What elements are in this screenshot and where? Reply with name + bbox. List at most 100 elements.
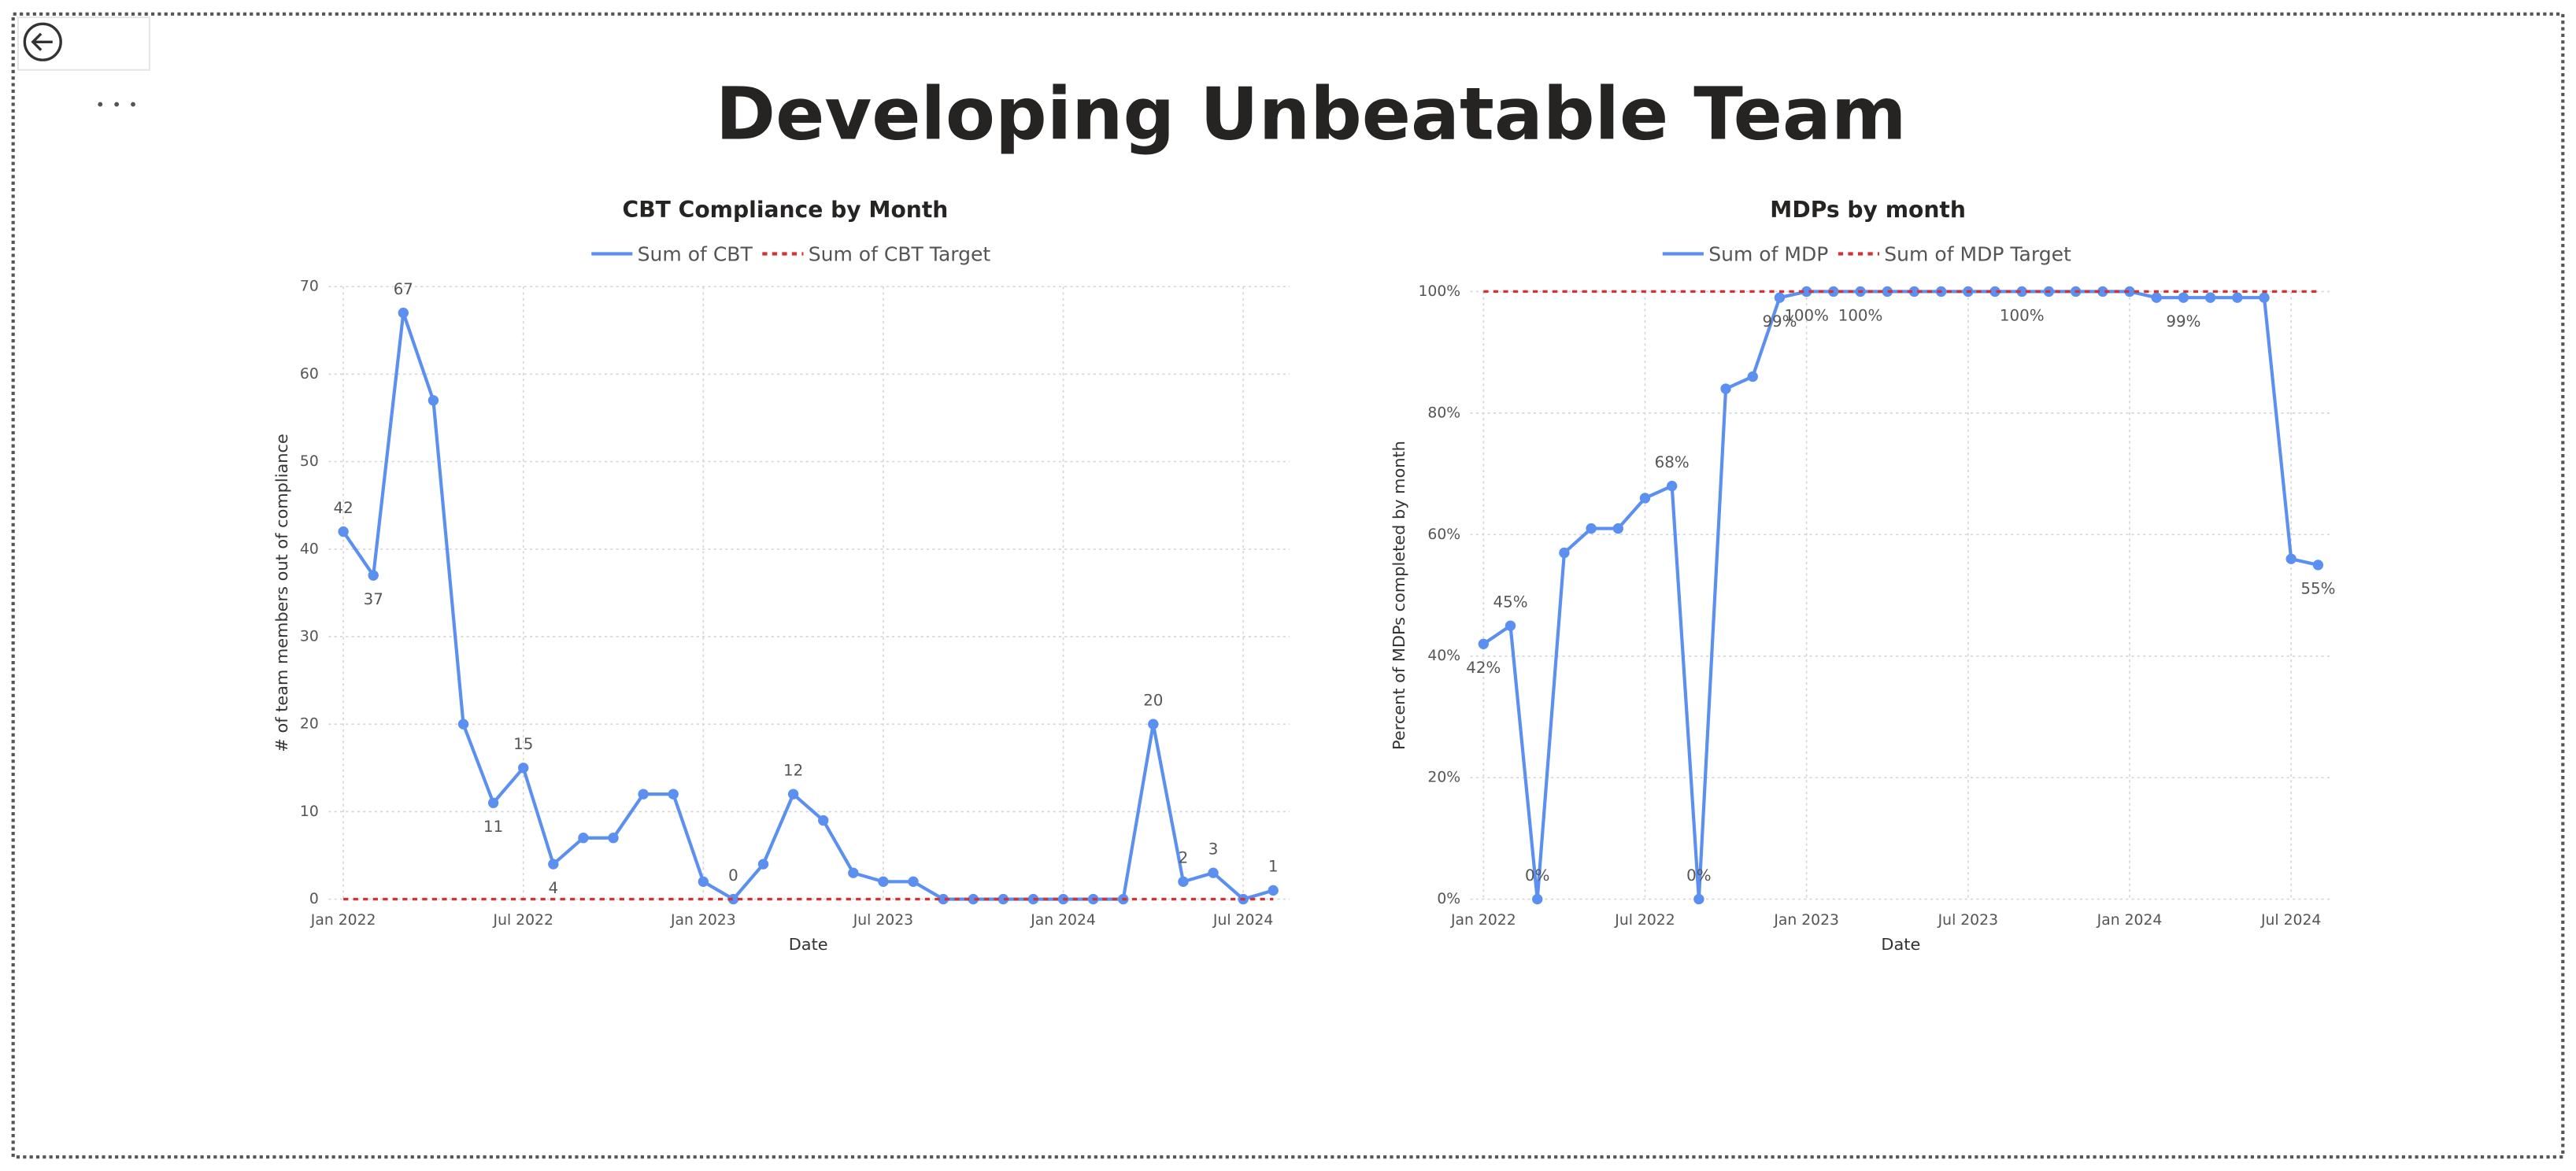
back-button[interactable] xyxy=(23,22,62,61)
data-point xyxy=(578,833,589,844)
data-point xyxy=(1208,867,1219,878)
data-point xyxy=(787,789,799,800)
data-point xyxy=(968,893,979,905)
data-point xyxy=(1148,718,1159,730)
y-tick-label: 20 xyxy=(300,716,319,733)
dot xyxy=(98,102,103,107)
data-label: 1 xyxy=(1268,858,1279,876)
data-label: 3 xyxy=(1208,840,1219,858)
data-point xyxy=(1639,493,1651,504)
data-point xyxy=(2178,292,2189,303)
data-point xyxy=(608,833,619,844)
data-label: 99% xyxy=(1762,312,1797,331)
data-label: 0% xyxy=(1525,866,1549,885)
data-point xyxy=(2312,560,2324,571)
series-line xyxy=(1482,290,2319,899)
y-tick-label: 100% xyxy=(1418,283,1460,300)
data-point xyxy=(1505,620,1516,631)
data-point xyxy=(1747,371,1758,382)
x-tick-label: Jan 2024 xyxy=(1030,912,1096,929)
chart-title: MDPs by month xyxy=(1770,197,1966,223)
data-point xyxy=(638,789,649,800)
data-point xyxy=(1027,893,1039,905)
data-label: 42 xyxy=(334,499,353,517)
data-point xyxy=(368,570,379,581)
legend-label: Sum of MDP Target xyxy=(1884,243,2071,266)
data-label: 67 xyxy=(394,280,413,298)
data-point xyxy=(2259,292,2270,303)
back-arrow xyxy=(31,32,53,51)
data-point xyxy=(427,395,439,406)
data-point xyxy=(518,763,529,774)
data-point xyxy=(1532,893,1543,905)
data-point xyxy=(848,867,859,878)
data-point xyxy=(1828,286,1839,297)
data-label: 0 xyxy=(728,866,738,885)
data-point xyxy=(727,893,739,905)
data-label: 68% xyxy=(1655,453,1690,471)
x-tick-label: Jul 2023 xyxy=(1938,912,1998,929)
data-label: 2 xyxy=(1179,849,1189,867)
data-point xyxy=(2204,292,2216,303)
x-tick-label: Jul 2023 xyxy=(853,912,913,929)
data-label: 0% xyxy=(1686,866,1711,885)
data-point xyxy=(1989,286,2000,297)
data-label: 37 xyxy=(364,590,383,608)
data-point xyxy=(818,815,829,826)
data-point xyxy=(457,718,469,730)
y-axis-title: # of team members out of compliance xyxy=(272,434,291,752)
data-label: 100% xyxy=(2000,306,2045,324)
page-border xyxy=(11,12,2565,1159)
data-point xyxy=(2232,292,2243,303)
data-point xyxy=(338,526,349,537)
x-tick-label: Jul 2022 xyxy=(1614,912,1675,929)
y-tick-label: 70 xyxy=(300,279,319,295)
dot xyxy=(131,102,135,107)
data-label: 4 xyxy=(549,879,559,897)
data-label: 20 xyxy=(1143,691,1163,709)
data-point xyxy=(908,876,919,888)
y-tick-label: 30 xyxy=(300,628,319,645)
data-point xyxy=(1720,383,1731,394)
data-point xyxy=(398,307,409,319)
y-tick-label: 60% xyxy=(1427,526,1460,543)
data-label: 11 xyxy=(483,818,503,836)
data-point xyxy=(487,797,499,808)
data-point xyxy=(757,859,769,870)
data-point xyxy=(938,893,949,905)
data-point xyxy=(1693,893,1704,905)
data-point xyxy=(1667,480,1678,492)
data-point xyxy=(1586,523,1597,534)
y-tick-label: 0% xyxy=(1437,891,1460,907)
data-label: 45% xyxy=(1493,593,1527,611)
x-tick-label: Jan 2024 xyxy=(2097,912,2163,929)
y-tick-label: 0 xyxy=(309,891,319,907)
legend-label: Sum of CBT xyxy=(638,243,753,266)
legend-label: Sum of CBT Target xyxy=(809,243,991,266)
data-point xyxy=(2097,286,2108,297)
x-axis-title: Date xyxy=(789,935,828,954)
y-tick-label: 40% xyxy=(1427,648,1460,664)
data-point xyxy=(668,789,679,800)
data-point xyxy=(548,859,559,870)
data-point xyxy=(2151,292,2162,303)
y-axis-title: Percent of MDPs completed by month xyxy=(1390,441,1408,750)
data-point xyxy=(997,893,1009,905)
y-tick-label: 40 xyxy=(300,541,319,557)
page-title: Developing Unbeatable Team xyxy=(716,72,1907,157)
y-tick-label: 50 xyxy=(300,453,319,470)
data-point xyxy=(2016,286,2027,297)
data-point xyxy=(1178,876,1189,888)
x-tick-label: Jan 2022 xyxy=(1450,912,1516,929)
x-tick-label: Jul 2024 xyxy=(2260,912,2321,929)
data-point xyxy=(2285,553,2297,564)
x-tick-label: Jan 2023 xyxy=(670,912,736,929)
data-point xyxy=(1882,286,1893,297)
data-point xyxy=(1612,523,1623,534)
data-label: 15 xyxy=(513,735,533,753)
more-options[interactable] xyxy=(98,102,135,107)
y-tick-label: 60 xyxy=(300,366,319,382)
data-label: 100% xyxy=(1838,306,1883,324)
